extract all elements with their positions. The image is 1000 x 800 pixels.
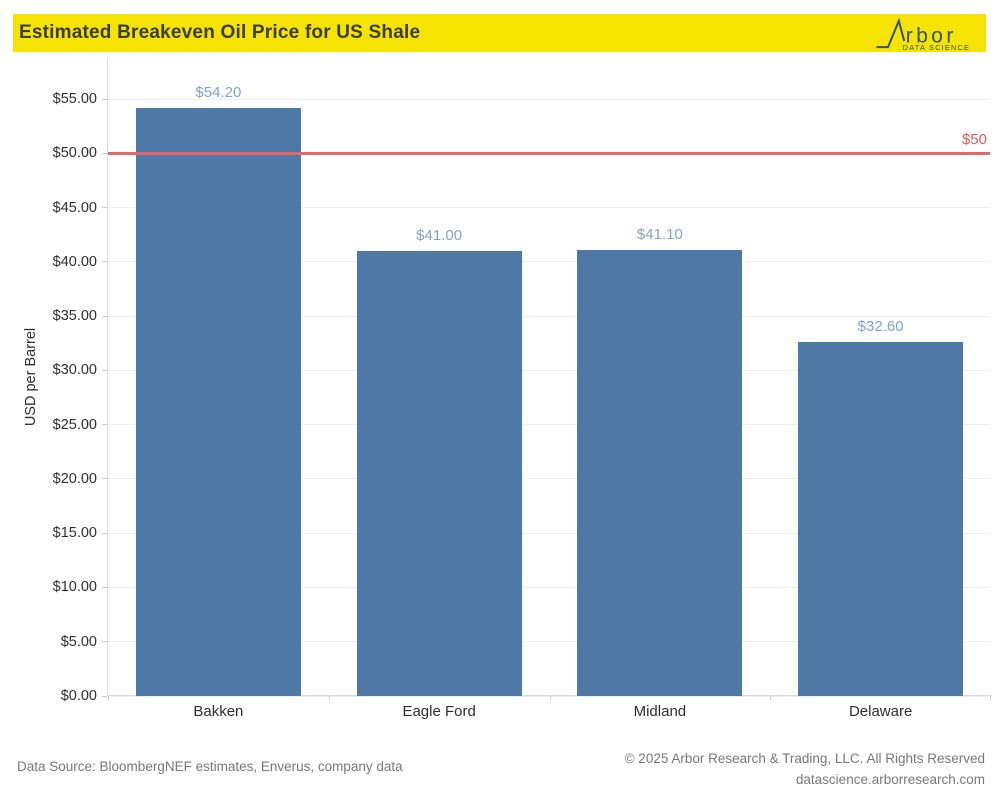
reference-line <box>108 151 990 155</box>
y-gridline <box>108 641 990 643</box>
y-gridline <box>108 586 990 588</box>
y-gridline <box>108 261 990 263</box>
arbor-logo: rbor DATA SCIENCE <box>861 17 983 52</box>
y-gridline <box>108 424 990 426</box>
page-title: Estimated Breakeven Oil Price for US Sha… <box>19 22 421 43</box>
y-gridline <box>108 98 990 100</box>
y-tick-mark <box>102 478 107 480</box>
y-axis-title: USD per Barrel <box>23 327 39 427</box>
data-source-note: Data Source: BloombergNEF estimates, Env… <box>17 759 403 774</box>
bar-midland <box>577 250 743 696</box>
x-tick-mark <box>108 695 109 700</box>
arbor-logo-icon: rbor DATA SCIENCE <box>876 17 971 52</box>
bar-value-label: $41.10 <box>636 226 683 244</box>
y-tick-mark <box>102 424 107 426</box>
x-category-label: Midland <box>633 703 687 720</box>
x-tick-mark <box>328 695 330 700</box>
x-category-label: Delaware <box>848 703 913 720</box>
plot-area: $0.00 $5.00 $10.00 $15.00 $20.00 $25.00 $30.00… <box>53 58 991 720</box>
reference-line-label: $50 <box>961 131 987 149</box>
logo-tagline-text: DATA SCIENCE <box>903 43 971 51</box>
x-category-label: Eagle Ford <box>402 703 476 720</box>
bar-delaware <box>798 342 964 696</box>
y-gridline <box>108 207 990 209</box>
y-gridline <box>108 478 990 480</box>
y-tick-label: $15.00 <box>52 525 97 542</box>
y-tick-mark <box>102 369 107 371</box>
y-tick-label: $5.00 <box>60 633 97 650</box>
y-tick-mark <box>102 261 107 263</box>
y-tick-mark <box>102 695 107 697</box>
y-tick-mark <box>102 641 107 643</box>
y-tick-label: $35.00 <box>52 308 97 325</box>
y-tick-mark <box>102 98 107 100</box>
y-tick-mark <box>102 586 107 588</box>
title-bar: Estimated Breakeven Oil Price for US Sha… <box>13 14 986 52</box>
logo-brand-text: rbor <box>906 25 957 48</box>
y-tick-mark <box>102 207 107 209</box>
bar-value-label: $54.20 <box>195 83 242 101</box>
copyright-note: © 2025 Arbor Research & Trading, LLC. Al… <box>624 751 985 766</box>
footer-right: © 2025 Arbor Research & Trading, LLC. Al… <box>625 748 985 790</box>
y-tick-mark <box>102 315 107 317</box>
y-tick-label: $45.00 <box>52 199 97 216</box>
x-tick-mark <box>770 695 772 700</box>
y-gridline <box>108 695 990 697</box>
y-tick-label: $40.00 <box>52 253 97 270</box>
y-gridline <box>108 369 990 371</box>
bar-eagle-ford <box>356 251 522 696</box>
y-gridline <box>108 315 990 317</box>
x-tick-mark <box>990 695 991 700</box>
y-tick-label: $55.00 <box>52 91 97 108</box>
y-tick-mark <box>102 152 107 154</box>
y-tick-label: $50.00 <box>52 145 97 162</box>
x-category-label: Bakken <box>193 703 244 720</box>
y-tick-mark <box>102 532 107 534</box>
y-gridline <box>108 532 990 534</box>
y-tick-label: $10.00 <box>52 579 97 596</box>
bar-value-label: $41.00 <box>416 227 463 245</box>
y-tick-label: $0.00 <box>60 688 97 704</box>
y-tick-label: $30.00 <box>52 362 97 379</box>
website-link: datascience.arborresearch.com <box>795 772 985 787</box>
y-tick-label: $25.00 <box>52 416 97 433</box>
y-tick-label: $20.00 <box>52 470 97 487</box>
bar-value-label: $32.60 <box>857 318 904 336</box>
x-tick-mark <box>549 695 551 700</box>
bar-bakken <box>135 107 301 696</box>
